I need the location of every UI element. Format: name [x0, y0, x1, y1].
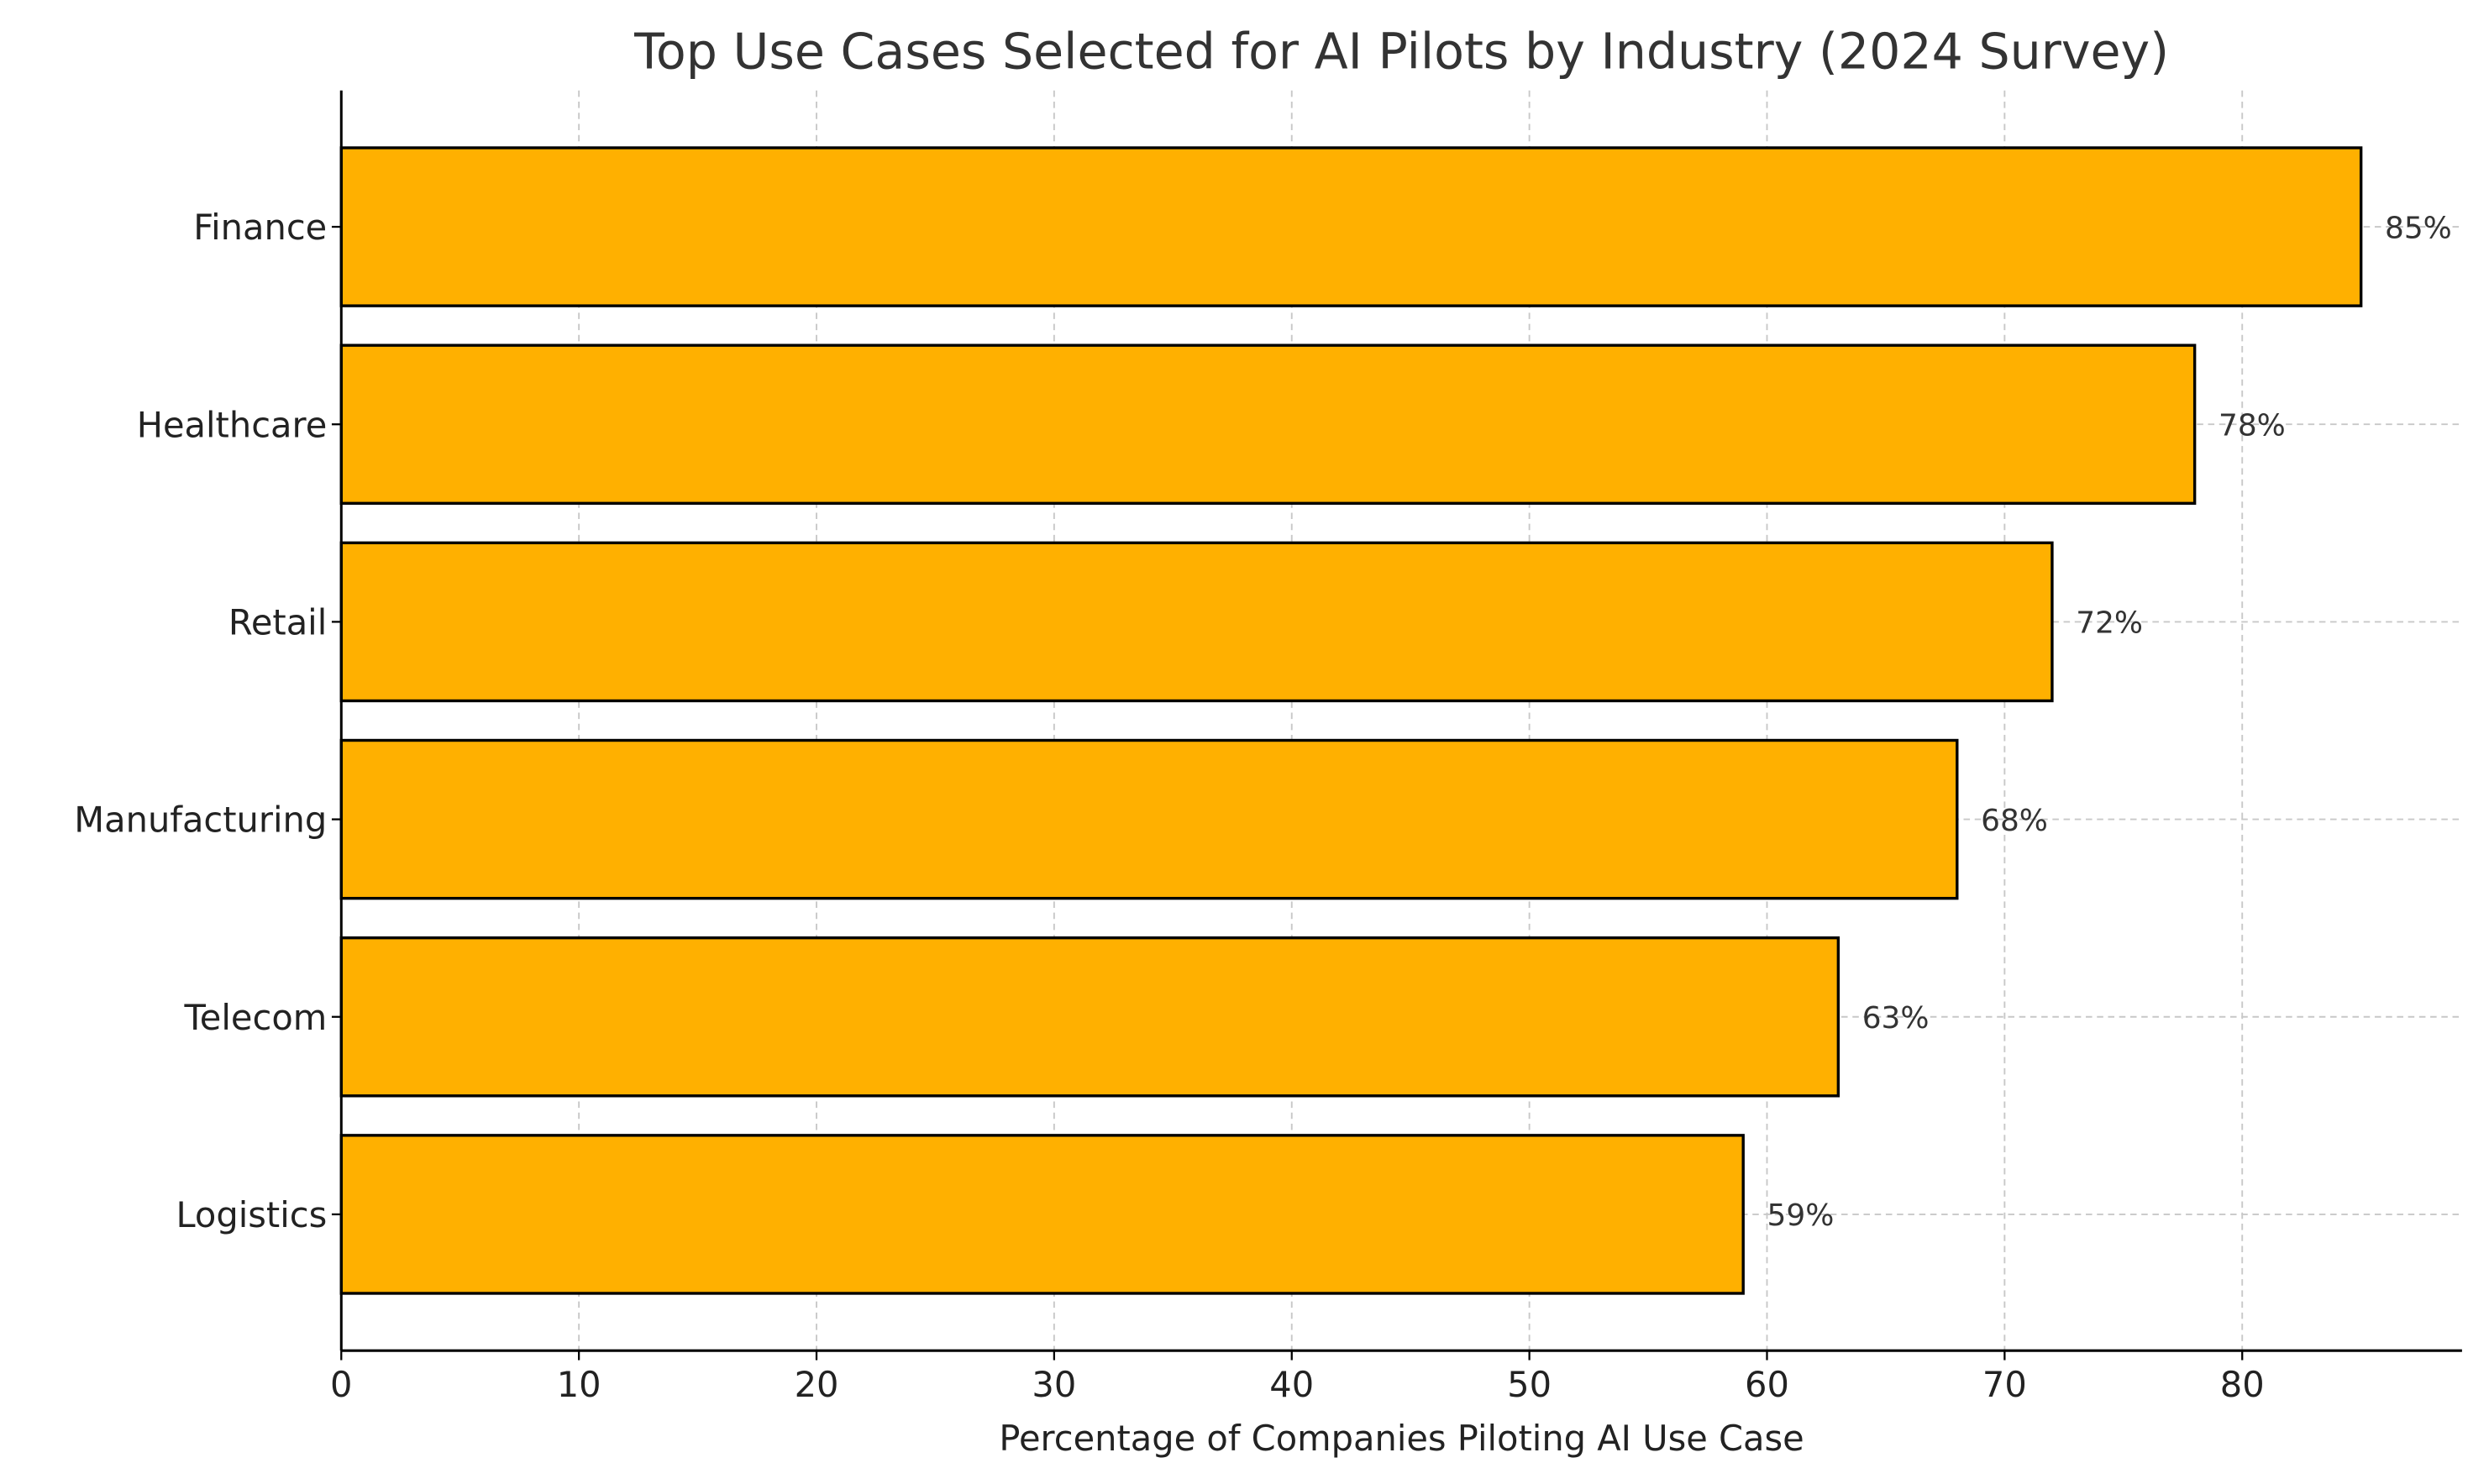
x-tick-label: 70 [1982, 1364, 2027, 1405]
y-axis-ticks: Finance Healthcare Retail Manufacturing Tele… [74, 207, 342, 1235]
y-tick-label: Logistics [176, 1194, 327, 1235]
x-tick-label: 40 [1269, 1364, 1314, 1405]
y-tick-label: Telecom [183, 997, 327, 1038]
x-tick-label: 30 [1032, 1364, 1076, 1405]
x-tick-label: 50 [1507, 1364, 1552, 1405]
bar-manufacturing [339, 738, 1959, 900]
bar-retail [339, 541, 2054, 703]
data-label: 59% [1767, 1198, 1835, 1233]
chart-title: Top Use Cases Selected for AI Pilots by … [633, 23, 2169, 80]
x-tick-label: 20 [795, 1364, 839, 1405]
y-tick-label: Manufacturing [74, 800, 327, 841]
data-label: 68% [1981, 804, 2048, 838]
x-tick-label: 10 [557, 1364, 601, 1405]
bar-logistics [339, 1134, 1745, 1295]
y-tick-label: Finance [193, 207, 327, 248]
data-label: 72% [2076, 606, 2143, 641]
bar-telecom [339, 936, 1840, 1098]
data-label: 63% [1862, 1001, 1930, 1036]
y-tick-label: Retail [228, 602, 327, 643]
data-label: 85% [2385, 211, 2452, 245]
bar-healthcare [339, 343, 2197, 506]
y-tick-label: Healthcare [137, 404, 328, 445]
bar-finance [339, 146, 2363, 307]
bars [339, 146, 2363, 1295]
x-tick-label: 80 [2220, 1364, 2265, 1405]
x-axis-label: Percentage of Companies Piloting AI Use … [999, 1418, 1804, 1459]
x-tick-label: 0 [330, 1364, 352, 1405]
x-tick-label: 60 [1745, 1364, 1789, 1405]
data-labels: 85% 78% 72% 68% 63% 59% [1767, 211, 2452, 1233]
x-axis-ticks: 0 10 20 30 40 50 60 70 80 [330, 1350, 2265, 1405]
data-label: 78% [2219, 408, 2286, 443]
